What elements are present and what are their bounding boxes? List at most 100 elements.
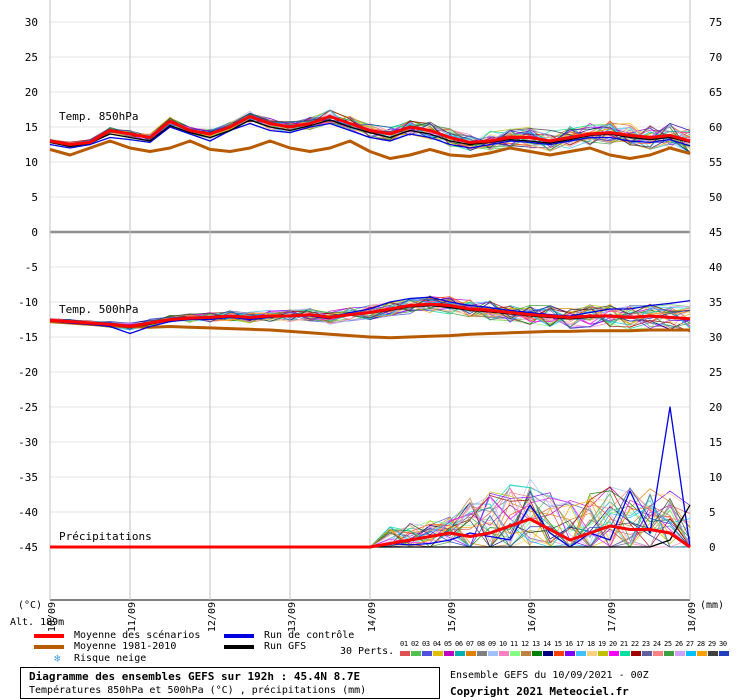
right-tick-label: 55 bbox=[709, 156, 722, 169]
pert-swatch bbox=[510, 651, 520, 656]
pert-swatch bbox=[554, 651, 564, 656]
x-tick-label: 10/09 bbox=[47, 602, 58, 632]
pert-number: 17 bbox=[576, 640, 584, 648]
legend-mean-swatch bbox=[34, 634, 64, 638]
left-tick-label: 5 bbox=[31, 191, 38, 204]
left-tick-label: -25 bbox=[18, 401, 38, 414]
left-tick-label: -45 bbox=[18, 541, 38, 554]
pert-number: 25 bbox=[664, 640, 672, 648]
pert-number: 09 bbox=[488, 640, 496, 648]
altitude-label: Alt. 189m bbox=[10, 617, 65, 628]
x-tick-label: 16/09 bbox=[527, 602, 538, 632]
perturbation-line bbox=[49, 298, 691, 330]
left-tick-label: 0 bbox=[31, 226, 38, 239]
right-tick-label: 65 bbox=[709, 86, 722, 99]
right-tick-label: 0 bbox=[709, 541, 716, 554]
legend-gfs-swatch bbox=[224, 645, 254, 649]
pert-number: 10 bbox=[499, 640, 507, 648]
grid-lines bbox=[49, 0, 691, 601]
right-tick-label: 40 bbox=[709, 261, 722, 274]
panel-label-precip: Précipitations bbox=[59, 530, 152, 543]
pert-number: 23 bbox=[642, 640, 650, 648]
x-tick-label: 17/09 bbox=[607, 602, 618, 632]
pert-number: 24 bbox=[653, 640, 661, 648]
right-tick-label: 60 bbox=[709, 121, 722, 134]
pert-number: 29 bbox=[708, 640, 716, 648]
right-tick-label: 10 bbox=[709, 471, 722, 484]
pert-swatch bbox=[620, 651, 630, 656]
pert-number: 05 bbox=[444, 640, 452, 648]
pert-swatch bbox=[609, 651, 619, 656]
x-tick-label: 12/09 bbox=[207, 602, 218, 632]
ensemble-info: Ensemble GEFS du 10/09/2021 - 00Z bbox=[450, 670, 649, 681]
pert-number: 20 bbox=[609, 640, 617, 648]
pert-swatch bbox=[466, 651, 476, 656]
chart-title: Diagramme des ensembles GEFS sur 192h : … bbox=[29, 670, 361, 683]
pert-swatch bbox=[455, 651, 465, 656]
series-line-t850 bbox=[49, 119, 691, 148]
series-line-t500 bbox=[49, 320, 690, 340]
legend-gfs-label: Run GFS bbox=[264, 641, 307, 652]
left-tick-label: 20 bbox=[25, 86, 38, 99]
pert-number: 15 bbox=[554, 640, 562, 648]
pert-number: 08 bbox=[477, 640, 485, 648]
chart-subtitle: Températures 850hPa et 500hPa (°C) , pré… bbox=[29, 685, 367, 696]
legend-mean-label: Moyenne des scénarios bbox=[74, 630, 201, 641]
left-tick-label: -10 bbox=[18, 296, 38, 309]
pert-number: 27 bbox=[686, 640, 694, 648]
pert-swatch bbox=[719, 651, 729, 656]
right-tick-label: 30 bbox=[709, 331, 722, 344]
left-tick-label: -20 bbox=[18, 366, 38, 379]
x-tick-label: 15/09 bbox=[447, 602, 458, 632]
left-tick-label: -5 bbox=[25, 261, 38, 274]
x-tick-label: 11/09 bbox=[127, 602, 138, 632]
legend-control-swatch bbox=[224, 634, 254, 638]
main-series-lines bbox=[49, 115, 691, 549]
right-tick-label: 25 bbox=[709, 366, 722, 379]
left-tick-label: -35 bbox=[18, 471, 38, 484]
series-line-t850 bbox=[49, 115, 691, 146]
left-tick-label: 10 bbox=[25, 156, 38, 169]
copyright: Copyright 2021 Meteociel.fr bbox=[450, 685, 629, 698]
pert-swatch bbox=[675, 651, 685, 656]
pert-number: 01 bbox=[400, 640, 408, 648]
pert-number: 14 bbox=[543, 640, 551, 648]
right-tick-label: 15 bbox=[709, 436, 722, 449]
legend-climo-swatch bbox=[34, 645, 64, 649]
pert-swatch bbox=[642, 651, 652, 656]
series-line-t850 bbox=[49, 122, 691, 149]
left-tick-label: -30 bbox=[18, 436, 38, 449]
pert-number: 16 bbox=[565, 640, 573, 648]
legend-control-label: Run de contrôle bbox=[264, 630, 355, 641]
pert-swatch bbox=[411, 651, 421, 656]
pert-number: 12 bbox=[521, 640, 529, 648]
pert-swatch bbox=[521, 651, 531, 656]
pert-swatch bbox=[697, 651, 707, 656]
right-tick-label: 50 bbox=[709, 191, 722, 204]
pert-number: 02 bbox=[411, 640, 419, 648]
perturbation-line bbox=[49, 115, 691, 150]
pert-number: 13 bbox=[532, 640, 540, 648]
snowflake-icon: ❄ bbox=[54, 652, 61, 665]
pert-number: 30 bbox=[719, 640, 727, 648]
right-axis-unit: (mm) bbox=[700, 600, 725, 611]
left-axis-unit: (°C) bbox=[18, 600, 43, 611]
right-tick-label: 35 bbox=[709, 296, 722, 309]
x-tick-label: 13/09 bbox=[287, 602, 298, 632]
panel-label-t850: Temp. 850hPa bbox=[59, 110, 138, 123]
series-line-t850 bbox=[49, 139, 691, 160]
chart-labels: Temp. 850hPa Temp. 500hPa Précipitations bbox=[59, 110, 152, 543]
pert-swatch bbox=[488, 651, 498, 656]
legend-climo-label: Moyenne 1981-2010 bbox=[74, 641, 177, 652]
pert-swatch bbox=[532, 651, 542, 656]
pert-swatch bbox=[400, 651, 410, 656]
pert-swatch bbox=[631, 651, 641, 656]
pert-swatch bbox=[686, 651, 696, 656]
panel-label-t500: Temp. 500hPa bbox=[59, 303, 138, 316]
pert-number: 26 bbox=[675, 640, 683, 648]
pert-swatch bbox=[653, 651, 663, 656]
pert-swatch bbox=[433, 651, 443, 656]
pert-number: 28 bbox=[697, 640, 705, 648]
